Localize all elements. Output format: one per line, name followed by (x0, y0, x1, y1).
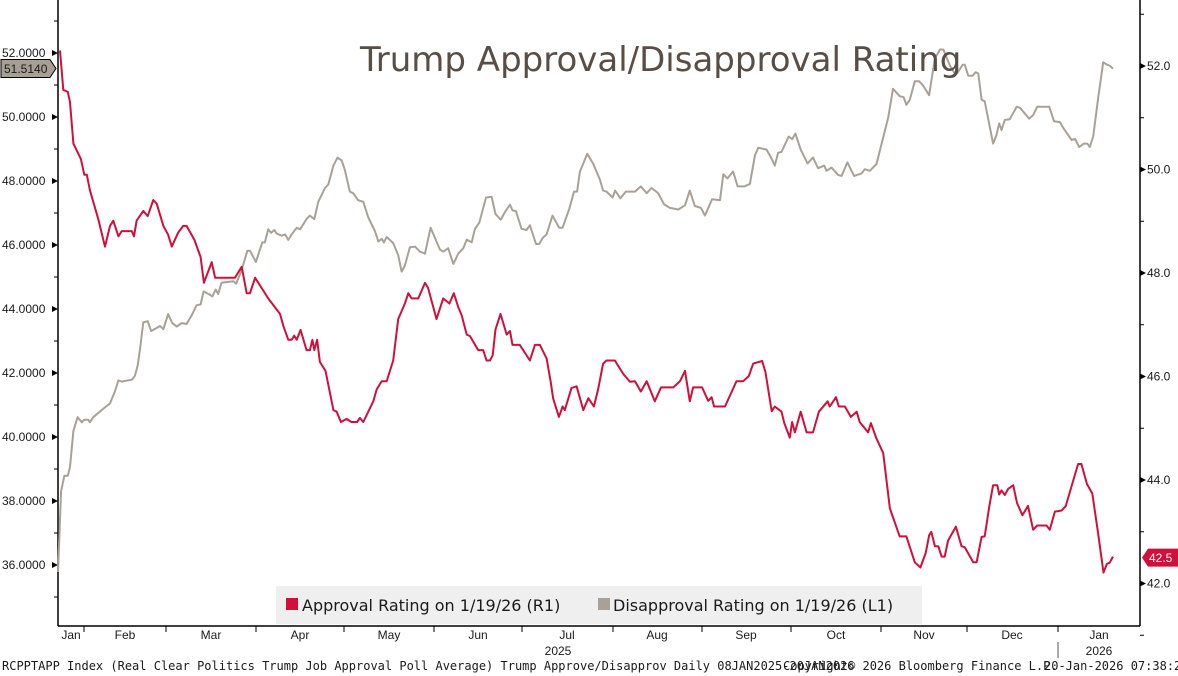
legend: Approval Rating on 1/19/26 (R1) Disappro… (276, 586, 922, 624)
left-tick-marker (52, 434, 58, 440)
left-tick-marker (52, 370, 58, 376)
left-tick-marker (52, 50, 58, 56)
left-tick-label: 44.0000 (2, 302, 46, 316)
month-label: Nov (913, 628, 934, 642)
right-tick-label: 48.0 (1147, 266, 1171, 280)
legend-swatch-approval (286, 598, 298, 610)
left-tick-marker (52, 178, 58, 184)
legend-swatch-disapproval (598, 598, 610, 610)
month-label: Jan (1089, 628, 1108, 642)
right-tick-label: 46.0 (1147, 370, 1171, 384)
month-label: Jul (559, 628, 574, 642)
month-label: Jun (468, 628, 487, 642)
footer-source: RCPPTAPP Index (Real Clear Politics Trum… (2, 659, 855, 673)
right-tick-marker (1140, 373, 1146, 380)
footer-timestamp: 20-Jan-2026 07:38:27 (1044, 659, 1178, 673)
left-tick-marker (52, 306, 58, 312)
right-tick-marker (1140, 63, 1146, 69)
right-tick-label: 50.0 (1147, 163, 1171, 177)
left-tick-label: 38.0000 (2, 494, 46, 508)
left-tick-marker (52, 114, 58, 120)
month-label: Jan (61, 628, 80, 642)
month-label: Sep (735, 628, 757, 642)
footer-copyright: Copyright© 2026 Bloomberg Finance L.P. (783, 659, 1058, 673)
left-tick-marker (52, 242, 58, 248)
disapproval-line (57, 48, 1114, 573)
month-label: Dec (1001, 628, 1022, 642)
month-label: Apr (291, 628, 310, 642)
right-tick-label: 42.0 (1147, 577, 1171, 591)
left-tick-marker (52, 562, 58, 568)
month-label: Feb (115, 628, 136, 642)
left-tick-label: 36.0000 (2, 558, 46, 572)
left-tick-label: 42.0000 (2, 366, 46, 380)
month-label: Mar (201, 628, 222, 642)
month-label: May (378, 628, 401, 642)
left-tick-label: 48.0000 (2, 174, 46, 188)
right-tick-marker (1140, 270, 1146, 276)
right-last-value-badge (1142, 548, 1178, 567)
series-lines (57, 48, 1114, 574)
right-tick-label: 44.0 (1147, 473, 1171, 487)
legend-label-disapproval: Disapproval Rating on 1/19/26 (L1) (613, 596, 893, 615)
axes: 52.0000 50.0000 48.0000 46.0000 44.0000 42.00… (2, 0, 1171, 658)
right-tick-marker (1140, 580, 1146, 587)
approval-line (59, 50, 1114, 574)
month-label: Oct (827, 628, 846, 642)
left-tick-label: 40.0000 (2, 430, 46, 444)
month-label: Aug (646, 628, 667, 642)
right-tick-marker (1140, 166, 1146, 173)
year-label: 2025 (545, 644, 572, 658)
last-value-badges: 51.5140 42.5 (0, 59, 1178, 567)
legend-label-approval: Approval Rating on 1/19/26 (R1) (302, 596, 560, 615)
left-tick-marker (52, 498, 58, 504)
right-tick-marker (1140, 477, 1146, 483)
left-last-value-badge (0, 59, 57, 79)
right-tick-label: 52.0 (1147, 59, 1171, 73)
right-last-value: 42.5 (1149, 551, 1173, 565)
left-last-value: 51.5140 (4, 62, 48, 76)
left-tick-label: 50.0000 (2, 110, 46, 124)
left-tick-label: 46.0000 (2, 238, 46, 252)
year-label: 2026 (1086, 644, 1113, 658)
chart-title: Trump Approval/Disapproval Rating (359, 40, 961, 80)
left-tick-label: 52.0000 (2, 46, 46, 60)
